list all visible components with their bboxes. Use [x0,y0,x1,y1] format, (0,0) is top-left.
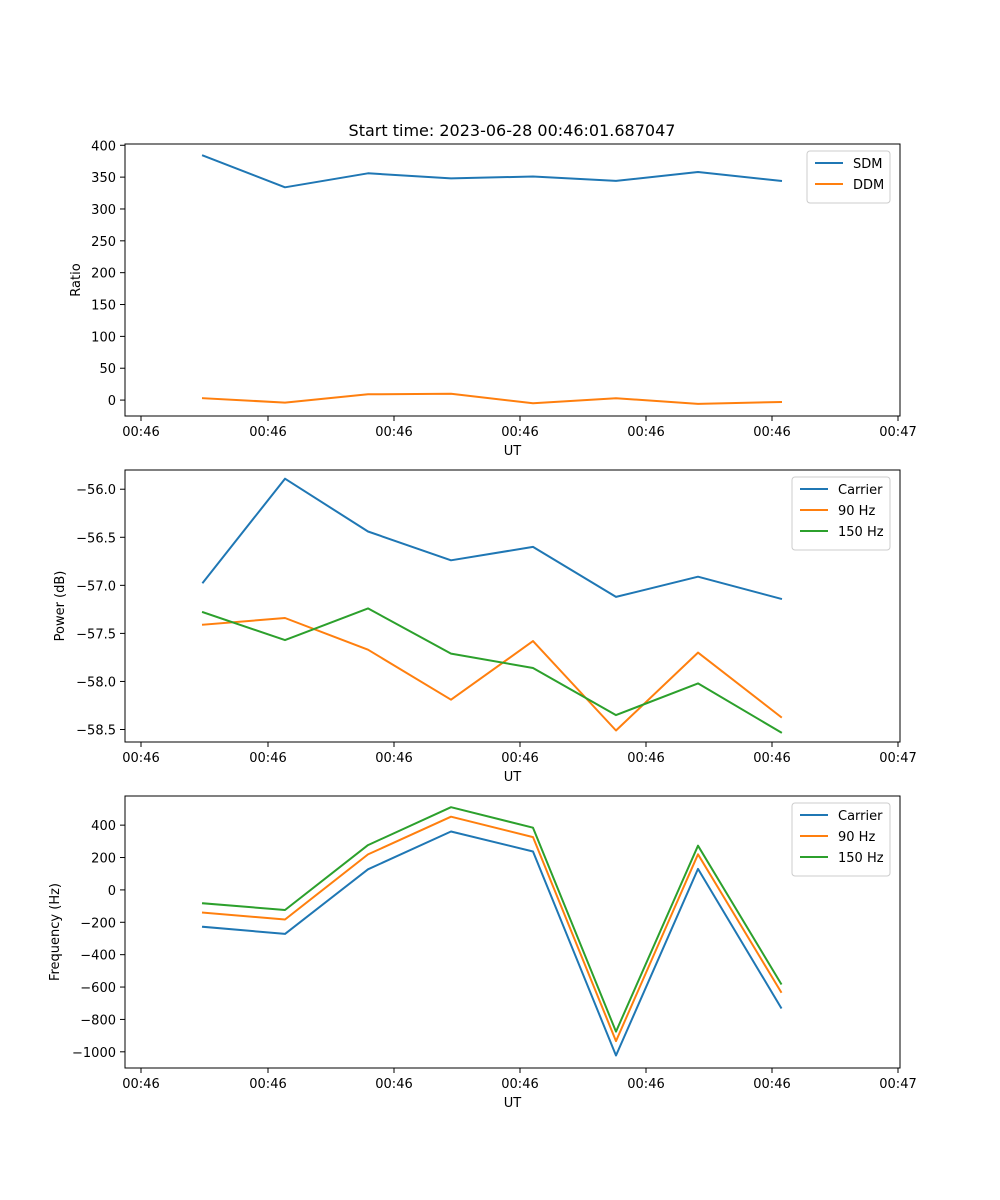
axes-frame [124,469,901,743]
legend-entry: 90 Hz [838,830,875,845]
y-tick-label: −400 [80,949,116,964]
figure-title: Start time: 2023-06-28 00:46:01.687047 [349,121,676,140]
x-tick-label: 00:46 [753,751,790,766]
y-axis-label: Frequency (Hz) [48,883,63,981]
x-tick-label: 00:46 [375,1077,412,1092]
y-axis-label: Power (dB) [53,571,68,642]
y-tick-label: −58.5 [76,724,116,739]
legend-entry: SDM [853,157,882,172]
x-tick-label: 00:46 [627,425,664,440]
panel-2: 00:46 00:46 00:46 00:46 00:46 00:46 00:47 −56.0… [53,469,917,785]
series-line-carrier [201,477,783,601]
x-tick-label: 00:47 [879,1077,916,1092]
series-line-ddm [201,392,783,405]
y-tick-label: −57.0 [76,579,116,594]
y-tick-label: −200 [80,916,116,931]
panel-1: 00:46 00:46 00:46 00:46 00:46 00:46 00:47 0 50 10… [69,139,917,459]
series-line-150-hz [201,607,783,734]
y-tick-label: 200 [91,267,116,282]
y-tick-label: 200 [91,852,116,867]
y-tick-label: −56.0 [76,483,116,498]
y-tick-label: −800 [80,1013,116,1028]
y-tick-label: 350 [91,171,116,186]
y-tick-label: −57.5 [76,627,116,642]
series-line-sdm [201,154,783,189]
y-tick-label: 300 [91,203,116,218]
legend: Carrier 90 Hz 150 Hz [791,476,891,551]
legend-entry: Carrier [838,483,883,498]
legend: Carrier 90 Hz 150 Hz [791,802,891,877]
panel-3: 00:46 00:46 00:46 00:46 00:46 00:46 00:47 −1000… [48,795,917,1111]
x-tick-label: 00:46 [249,1077,286,1092]
x-tick-label: 00:46 [753,425,790,440]
series-line-90-hz [201,617,783,732]
x-tick-label: 00:46 [122,751,159,766]
x-axis-label: UT [504,770,522,785]
legend-entry: DDM [853,178,884,193]
x-axis-label: UT [504,444,522,459]
x-tick-label: 00:46 [249,751,286,766]
x-tick-label: 00:46 [375,425,412,440]
x-tick-label: 00:46 [753,1077,790,1092]
legend-entry: 90 Hz [838,504,875,519]
y-tick-label: 0 [108,394,116,409]
legend: SDM DDM [806,150,891,204]
x-axis-label: UT [504,1096,522,1111]
x-tick-label: 00:47 [879,425,916,440]
axes-frame [124,795,901,1069]
y-tick-label: −1000 [72,1046,116,1061]
y-tick-label: 250 [91,235,116,250]
x-tick-label: 00:47 [879,751,916,766]
series-line-carrier [201,830,783,1057]
y-tick-label: 150 [91,299,116,314]
series-line-90-hz [201,815,783,1043]
y-tick-label: −56.5 [76,531,116,546]
x-tick-label: 00:46 [627,1077,664,1092]
x-tick-label: 00:46 [375,751,412,766]
x-tick-label: 00:46 [122,425,159,440]
y-tick-label: −600 [80,981,116,996]
x-tick-label: 00:46 [501,751,538,766]
legend-entry: Carrier [838,809,883,824]
legend-entry: 150 Hz [838,851,884,866]
x-tick-label: 00:46 [249,425,286,440]
y-tick-label: −58.0 [76,675,116,690]
x-tick-label: 00:46 [122,1077,159,1092]
legend-entry: 150 Hz [838,525,884,540]
x-tick-label: 00:46 [627,751,664,766]
axes-frame [124,143,901,417]
x-tick-label: 00:46 [501,425,538,440]
y-tick-label: 50 [99,362,116,377]
y-tick-label: 0 [108,884,116,899]
y-tick-label: 100 [91,330,116,345]
series-line-150-hz [201,806,783,1033]
y-tick-label: 400 [91,819,116,834]
x-tick-label: 00:46 [501,1077,538,1092]
y-axis-label: Ratio [69,263,84,296]
y-tick-label: 400 [91,139,116,154]
